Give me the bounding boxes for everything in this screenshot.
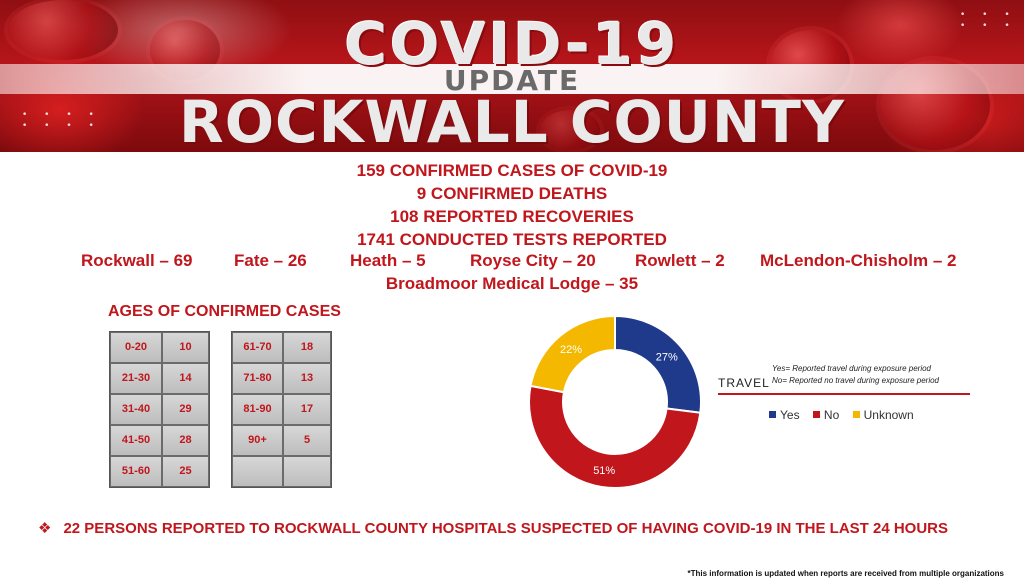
decorative-dots: • • • • • • • • xyxy=(22,110,101,131)
footnote: *This information is updated when report… xyxy=(687,569,1005,578)
reported-recoveries: 108 REPORTED RECOVERIES xyxy=(390,207,634,226)
virus-image xyxy=(540,110,600,150)
banner-title-update: UPDATE xyxy=(443,64,581,97)
town-count: Heath – 5 xyxy=(350,251,426,270)
age-count: 29 xyxy=(162,394,209,425)
travel-note-yes: Yes= Reported travel during exposure per… xyxy=(772,364,931,373)
donut-label-unknown: 22% xyxy=(560,344,582,356)
table-row: 41-50 28 xyxy=(110,425,211,456)
travel-legend: Yes No Unknown xyxy=(769,408,924,424)
travel-label: TRAVEL xyxy=(718,376,770,390)
banner-title-covid: COVID-19 xyxy=(344,10,680,78)
conducted-tests: 1741 CONDUCTED TESTS REPORTED xyxy=(357,230,667,249)
town-counts: Rockwall – 69 Fate – 26 Heath – 5 Royse … xyxy=(0,251,1024,273)
donut-slice-no xyxy=(528,384,702,489)
town-count: McLendon-Chisholm – 2 xyxy=(760,251,957,270)
age-count: 17 xyxy=(283,394,331,425)
travel-divider xyxy=(718,393,970,395)
age-range: 21-30 xyxy=(110,363,162,394)
diamond-bullet-icon: ❖ xyxy=(38,520,52,537)
table-row: 81-90 17 xyxy=(232,394,333,425)
hospital-notice: ❖ 22 PERSONS REPORTED TO ROCKWALL COUNTY … xyxy=(38,519,948,537)
town-count: Rockwall – 69 xyxy=(81,251,193,270)
legend-item-unknown: Unknown xyxy=(852,408,914,422)
ages-table-right: 61-70 18 71-80 13 81-90 17 90+ 5 xyxy=(231,331,332,488)
table-row: 90+ 5 xyxy=(232,425,333,456)
age-range: 31-40 xyxy=(110,394,162,425)
age-range xyxy=(232,456,283,487)
age-range: 0-20 xyxy=(110,332,162,363)
age-range: 61-70 xyxy=(232,332,283,363)
legend-item-yes: Yes xyxy=(769,408,800,422)
age-count: 28 xyxy=(162,425,209,456)
legend-label: Unknown xyxy=(863,408,914,422)
legend-label: No xyxy=(823,408,840,422)
legend-swatch xyxy=(769,411,776,418)
legend-label: Yes xyxy=(780,408,800,422)
facility-count: Broadmoor Medical Lodge – 35 xyxy=(385,274,639,293)
confirmed-cases: 159 CONFIRMED CASES OF COVID-19 xyxy=(356,161,668,180)
banner-title-county: ROCKWALL COUNTY xyxy=(179,88,845,152)
age-count: 18 xyxy=(283,332,331,363)
age-count: 25 xyxy=(162,456,209,487)
table-row: 51-60 25 xyxy=(110,456,211,487)
table-row: 0-20 10 xyxy=(110,332,211,363)
age-count xyxy=(283,456,331,487)
donut-slice-yes xyxy=(614,315,702,414)
ages-title: AGES OF CONFIRMED CASES xyxy=(108,303,341,320)
decorative-dots: • • • • • • xyxy=(960,10,1017,31)
header-banner: • • • • • • • • • • • • • • COVID-19 UPDAT… xyxy=(0,0,1024,152)
donut-label-no: 51% xyxy=(593,465,615,477)
town-count: Rowlett – 2 xyxy=(635,251,725,270)
donut-label-yes: 27% xyxy=(656,351,678,363)
confirmed-deaths: 9 CONFIRMED DEATHS xyxy=(416,184,608,203)
age-range: 51-60 xyxy=(110,456,162,487)
table-row: 21-30 14 xyxy=(110,363,211,394)
age-range: 81-90 xyxy=(232,394,283,425)
age-range: 41-50 xyxy=(110,425,162,456)
virus-image xyxy=(8,0,118,60)
age-count: 13 xyxy=(283,363,331,394)
table-row: 31-40 29 xyxy=(110,394,211,425)
town-count: Royse City – 20 xyxy=(470,251,596,270)
table-row: 71-80 13 xyxy=(232,363,333,394)
hospital-notice-text: 22 PERSONS REPORTED TO ROCKWALL COUNTY H… xyxy=(63,520,949,537)
donut-slice-unknown xyxy=(529,315,616,394)
legend-item-no: No xyxy=(812,408,840,422)
banner-stripe xyxy=(0,64,1024,94)
legend-swatch xyxy=(852,411,860,418)
age-count: 14 xyxy=(162,363,209,394)
age-count: 5 xyxy=(283,425,331,456)
age-range: 90+ xyxy=(232,425,283,456)
town-count: Fate – 26 xyxy=(234,251,307,270)
travel-note-no: No= Reported no travel during exposure p… xyxy=(772,376,939,385)
table-row xyxy=(232,456,333,487)
ages-table-left: 0-20 10 21-30 14 31-40 29 41-50 28 51-60… xyxy=(109,331,210,488)
table-row: 61-70 18 xyxy=(232,332,333,363)
age-count: 10 xyxy=(162,332,209,363)
age-range: 71-80 xyxy=(232,363,283,394)
travel-donut-chart: 27% 51% 22% xyxy=(528,315,702,489)
legend-swatch xyxy=(812,411,820,418)
